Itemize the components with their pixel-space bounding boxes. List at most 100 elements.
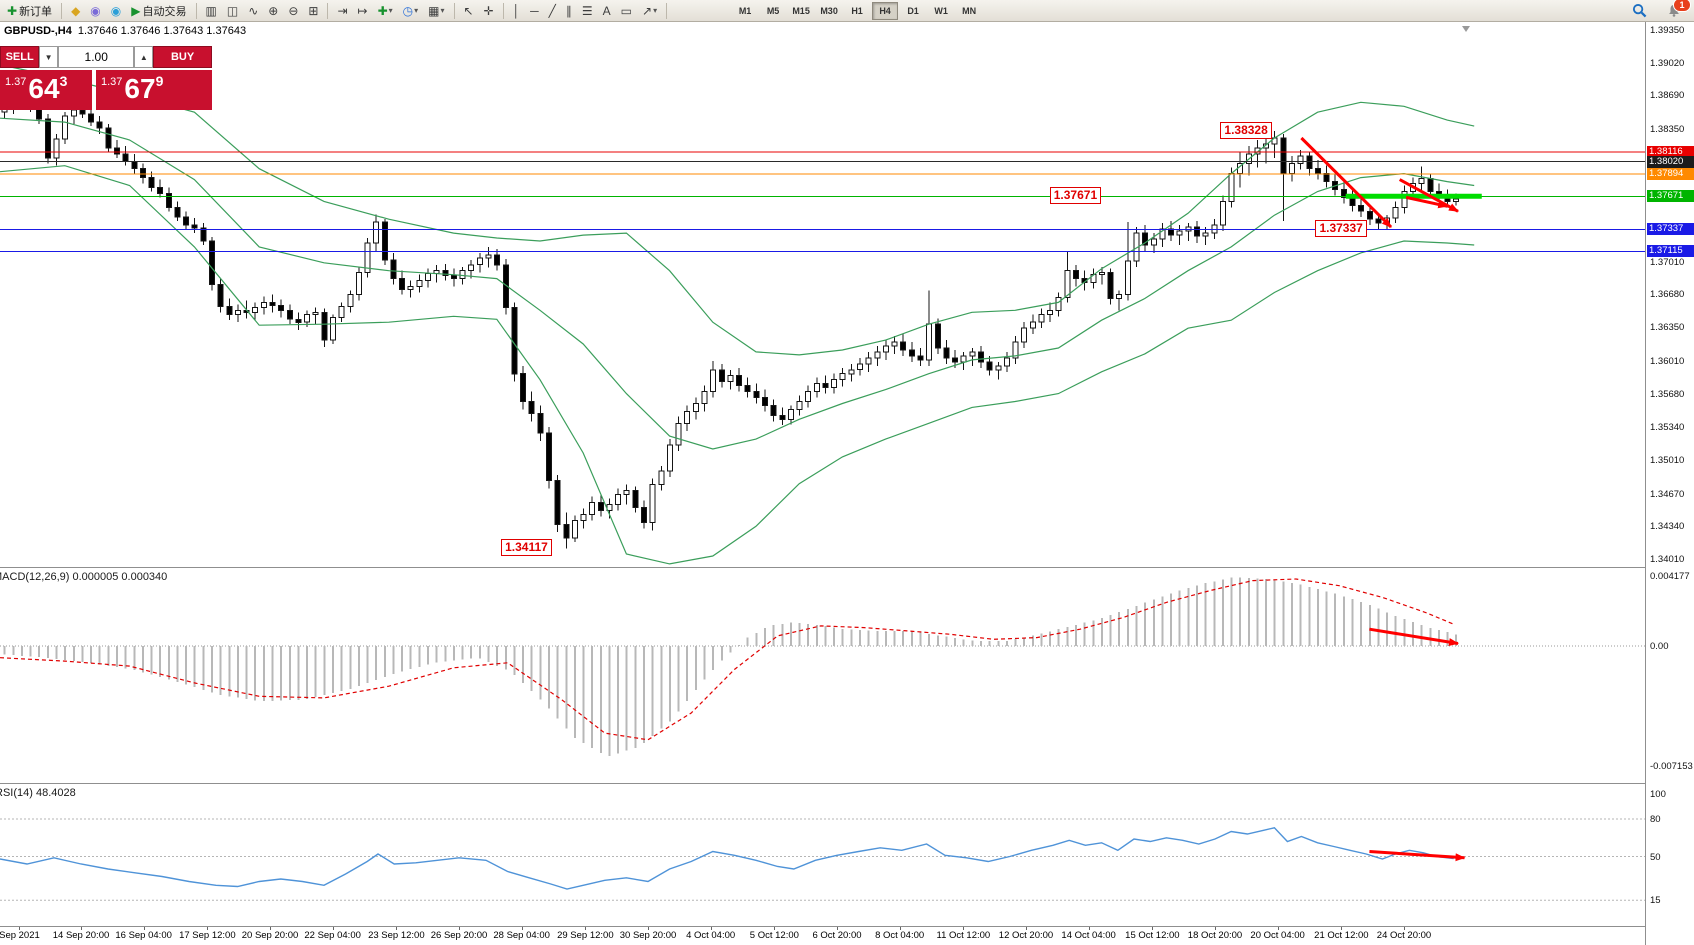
main-chart-canvas[interactable] xyxy=(0,22,1645,566)
time-tick-mark xyxy=(585,927,587,930)
price-tick: 1.35010 xyxy=(1650,454,1685,466)
new-order-label: 新订单 xyxy=(19,5,53,18)
auto-scroll-button[interactable]: ⇥ xyxy=(333,1,351,21)
rsi-panel-canvas[interactable] xyxy=(0,784,1645,926)
macd-axis-tick: 0.00 xyxy=(1650,641,1669,652)
price-badge: 1.38020 xyxy=(1647,155,1694,168)
help-button[interactable]: ◉ xyxy=(86,1,104,21)
tile-windows-button[interactable]: ⊞ xyxy=(304,1,322,21)
rsi-axis-tick: 80 xyxy=(1650,814,1661,825)
macd-panel-canvas[interactable] xyxy=(0,568,1645,782)
metaeditor-button[interactable]: ◆ xyxy=(67,1,84,21)
macd-signal-line xyxy=(0,578,1454,741)
trend-arrows[interactable] xyxy=(1300,136,1459,229)
chart-shift-button[interactable]: ↦ xyxy=(354,1,372,21)
price-tick: 1.36350 xyxy=(1650,322,1685,334)
volume-increase-button[interactable]: ▲ xyxy=(134,46,154,68)
buy-button[interactable]: BUY xyxy=(153,46,213,68)
buy-price-display[interactable]: 1.37679 xyxy=(96,70,212,110)
time-label: 18 Oct 20:00 xyxy=(1187,930,1243,941)
timeframe-m1-button[interactable]: M1 xyxy=(738,5,752,16)
timeframe-m5-button[interactable]: M5 xyxy=(766,5,780,16)
zoom-out-button[interactable]: ⊖ xyxy=(284,1,302,21)
text-button[interactable]: A xyxy=(599,1,615,21)
zoom-out-icon: ⊖ xyxy=(288,3,299,18)
time-label: 24 Oct 20:00 xyxy=(1376,930,1432,941)
candlestick-chart-icon: ◫ xyxy=(226,3,239,18)
trade-prices-row: 1.37643 1.37679 xyxy=(0,70,212,110)
vertical-line-button[interactable]: │ xyxy=(509,1,525,21)
time-tick-mark xyxy=(837,927,838,930)
crosshair-button[interactable]: ✛ xyxy=(480,1,498,21)
notifications-button[interactable]: 1 xyxy=(1663,0,1691,21)
periods-icon: ◷ xyxy=(402,3,414,18)
timeframe-d1-button[interactable]: D1 xyxy=(907,5,919,16)
rsi-arrow[interactable] xyxy=(1369,850,1466,862)
horizontal-line-button[interactable]: ─ xyxy=(526,1,543,21)
time-tick-mark xyxy=(81,927,82,930)
time-label: 30 Sep 20:00 xyxy=(619,930,677,941)
time-tick-mark xyxy=(963,927,965,930)
macd-panel-separator[interactable] xyxy=(0,567,1694,568)
chevron-down-icon: ▾ xyxy=(414,6,419,15)
time-axis: Sep 2021 14 Sep 20:00 16 Sep 04:00 17 Sep 1… xyxy=(0,927,1645,945)
trendline-button[interactable]: ╱ xyxy=(545,1,560,21)
rsi-panel-separator[interactable] xyxy=(0,783,1694,784)
macd-histogram xyxy=(3,577,1458,756)
new-order-button[interactable]: ✚ 新订单 xyxy=(3,1,56,21)
bollinger-middle-line xyxy=(0,117,1475,450)
toolbar-separator xyxy=(195,2,197,19)
timeframe-m30-button[interactable]: M30 xyxy=(820,5,838,16)
volume-input[interactable]: 1.00 xyxy=(57,46,135,68)
volume-decrease-button[interactable]: ▼ xyxy=(39,46,58,68)
sell-price-display[interactable]: 1.37643 xyxy=(0,70,92,110)
rsi-indicator-label: RSI(14) 48.4028 xyxy=(0,787,76,799)
templates-button[interactable]: ▦ ▾ xyxy=(424,1,448,21)
price-tick: 1.34010 xyxy=(1650,553,1685,565)
line-chart-button[interactable]: ∿ xyxy=(244,1,262,21)
community-icon: ◉ xyxy=(110,3,122,18)
sell-button[interactable]: SELL xyxy=(0,46,40,68)
community-button[interactable]: ◉ xyxy=(107,1,125,21)
timeframe-h1-button[interactable]: H1 xyxy=(851,5,863,16)
buy-price-big-digits: 67 xyxy=(124,73,156,104)
bollinger-bands xyxy=(0,64,1475,565)
bar-chart-button[interactable]: ▥ xyxy=(202,1,221,21)
timeframe-toolbar: M1 M5 M15 M30 H1 H4 D1 W1 MN xyxy=(731,0,983,22)
autotrading-button[interactable]: ▶ 自动交易 xyxy=(127,1,190,21)
equidistant-channel-icon: ∥ xyxy=(565,3,572,18)
rsi-axis-tick: 15 xyxy=(1650,895,1661,907)
zoom-in-button[interactable]: ⊕ xyxy=(264,1,282,21)
trade-controls-row: SELL ▼ 1.00 ▲ BUY xyxy=(0,46,213,68)
equidistant-channel-button[interactable]: ∥ xyxy=(562,1,576,21)
time-label: 12 Oct 20:00 xyxy=(998,930,1054,941)
search-icon xyxy=(1632,3,1647,18)
price-tick: 1.36680 xyxy=(1650,289,1685,301)
text-label-button[interactable]: ▭ xyxy=(617,1,636,21)
candlestick-chart-button[interactable]: ◫ xyxy=(223,1,242,21)
chart-shift-marker-icon[interactable] xyxy=(1462,26,1470,32)
timeframe-m15-button[interactable]: M15 xyxy=(792,5,810,16)
timeframe-w1-button[interactable]: W1 xyxy=(934,5,948,16)
time-label: 29 Sep 12:00 xyxy=(557,930,614,941)
horizontal-lines[interactable] xyxy=(0,151,1645,252)
fibonacci-button[interactable]: ☰ xyxy=(578,1,597,21)
periods-button[interactable]: ◷ ▾ xyxy=(399,1,423,21)
time-label: 17 Sep 12:00 xyxy=(179,930,236,941)
new-order-icon: ✚ xyxy=(7,3,18,18)
timeframe-mn-button[interactable]: MN xyxy=(962,5,977,16)
price-tick: 1.34670 xyxy=(1650,488,1685,500)
timeframe-h4-button[interactable]: H4 xyxy=(872,1,899,20)
toolbar-separator xyxy=(327,2,329,19)
notification-badge: 1 xyxy=(1673,0,1691,12)
toolbar-separator xyxy=(61,2,63,19)
help-icon: ◉ xyxy=(90,3,101,18)
arrow-objects-button[interactable]: ↗ ▾ xyxy=(638,1,661,21)
time-tick-mark xyxy=(19,927,21,930)
indicators-button[interactable]: ✚ ▾ xyxy=(374,1,397,21)
macd-arrow[interactable] xyxy=(1369,627,1459,647)
search-button[interactable] xyxy=(1628,1,1651,21)
cursor-button[interactable]: ↖ xyxy=(460,1,478,21)
chart-shift-icon: ↦ xyxy=(357,3,368,18)
